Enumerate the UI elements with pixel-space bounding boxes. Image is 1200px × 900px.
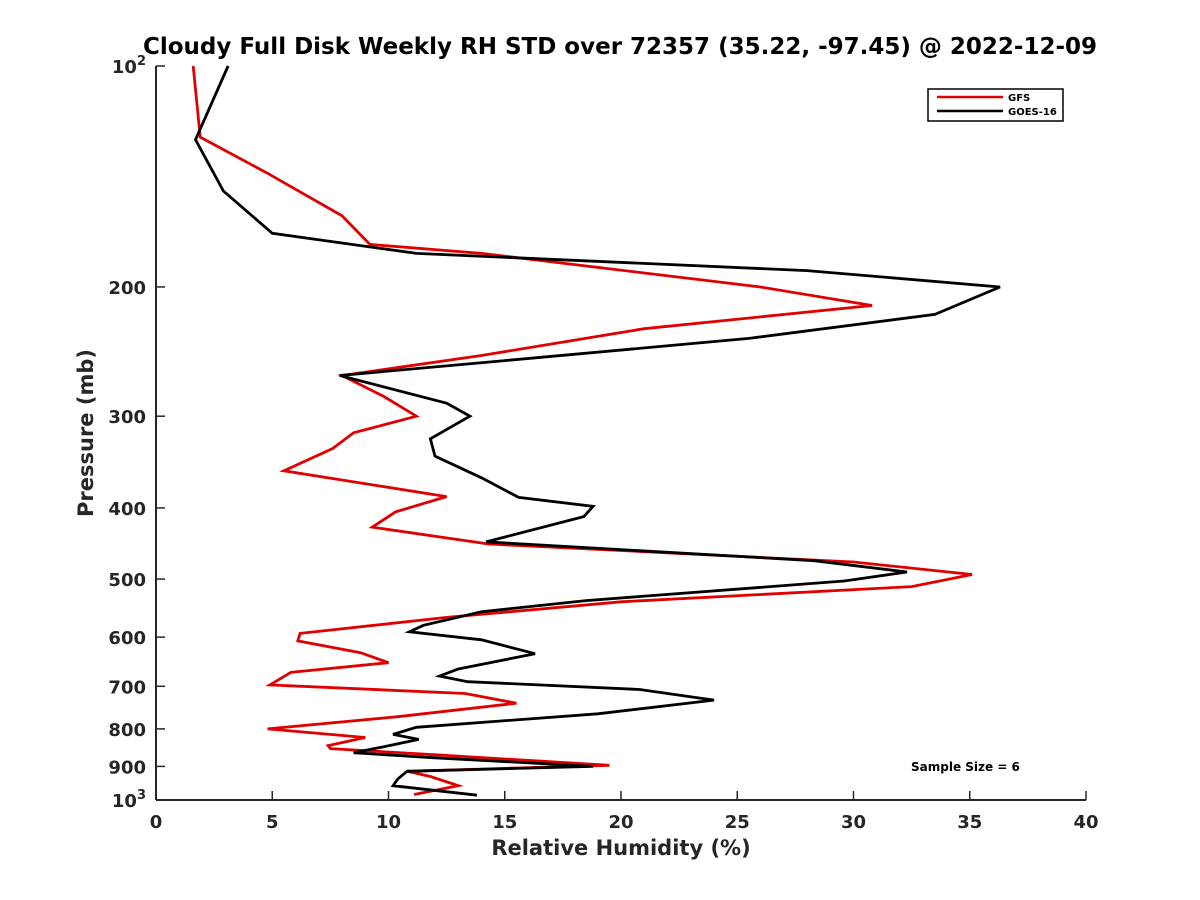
sample-size-annotation: Sample Size = 6 [911, 760, 1020, 774]
y-tick-label: 800 [108, 720, 146, 741]
x-tick-label: 15 [492, 812, 517, 833]
plot-area [156, 66, 1086, 800]
y-tick-label: 102 [112, 54, 146, 78]
series-layer [191, 65, 1001, 797]
chart-title: Cloudy Full Disk Weekly RH STD over 7235… [143, 34, 1097, 60]
x-tick-label: 25 [725, 812, 750, 833]
x-tick-label: 0 [150, 812, 163, 833]
series-line-gfs [191, 65, 973, 796]
legend-label-gfs: GFS [1008, 93, 1030, 104]
y-tick-label: 600 [108, 628, 146, 649]
legend-label-goes16: GOES-16 [1008, 107, 1057, 118]
x-tick-label: 5 [266, 812, 279, 833]
y-ticks: 102 200 300 400 500 600 700 800 900 103 [108, 54, 165, 812]
series-line-goes16 [193, 65, 1001, 797]
x-ticks: 0 5 10 15 20 25 30 35 40 [150, 791, 1099, 833]
x-tick-label: 30 [841, 812, 866, 833]
x-tick-label: 35 [957, 812, 982, 833]
y-tick-label: 700 [108, 677, 146, 698]
x-axis-title: Relative Humidity (%) [491, 836, 750, 860]
y-tick-label: 300 [108, 407, 146, 428]
x-tick-label: 10 [376, 812, 401, 833]
y-tick-label: 500 [108, 570, 146, 591]
x-tick-label: 20 [608, 812, 633, 833]
x-tick-label: 40 [1073, 812, 1098, 833]
legend: GFS GOES-16 [927, 88, 1064, 122]
y-axis-title: Pressure (mb) [74, 349, 98, 517]
y-tick-label: 900 [108, 757, 146, 778]
y-tick-label: 400 [108, 499, 146, 520]
legend-box [927, 88, 1064, 122]
y-tick-label: 200 [108, 278, 146, 299]
y-tick-label: 103 [112, 788, 146, 812]
